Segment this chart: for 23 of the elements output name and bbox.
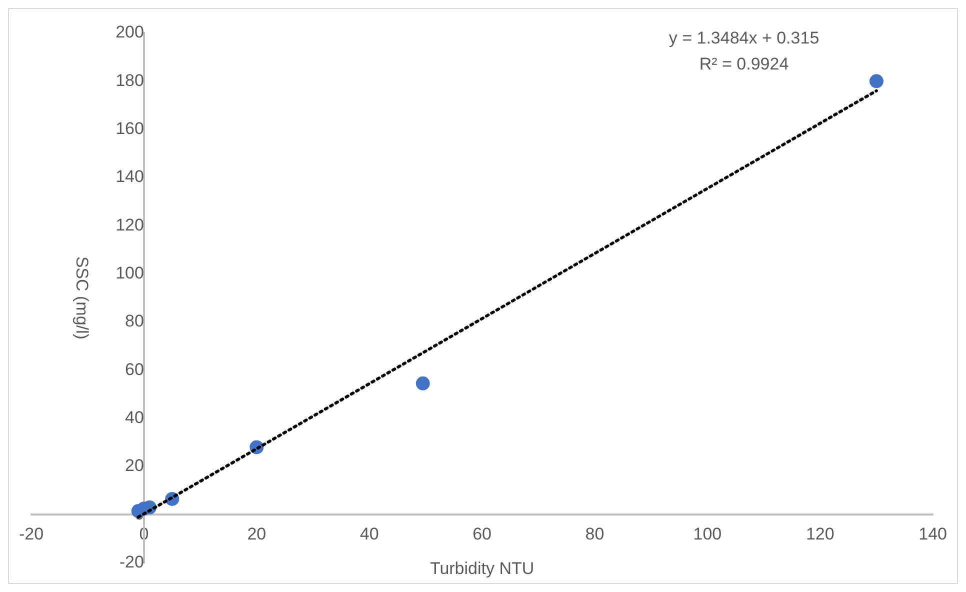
y-tick-label: 120 bbox=[116, 215, 144, 234]
y-tick-label: 60 bbox=[125, 360, 144, 379]
annotation: R² = 0.9924 bbox=[699, 54, 789, 74]
y-tick-label: 20 bbox=[125, 456, 144, 476]
x-tick-label: 60 bbox=[472, 524, 492, 544]
y-tick-label: -20 bbox=[119, 552, 144, 572]
x-tick-label: 140 bbox=[918, 524, 948, 544]
y-tick-label: 180 bbox=[116, 70, 144, 90]
y-tick-label: 140 bbox=[116, 167, 144, 186]
y-axis-title: SSC (mg/l) bbox=[72, 256, 92, 340]
x-tick-label: 40 bbox=[360, 524, 379, 544]
y-tick-label: 100 bbox=[116, 264, 144, 283]
y-tick-label: 80 bbox=[125, 312, 144, 331]
annotation: y = 1.3484x + 0.315 bbox=[668, 28, 820, 48]
x-axis-title: Turbidity NTU bbox=[430, 558, 534, 578]
y-tick-label: 40 bbox=[125, 408, 144, 427]
x-tick-label: -20 bbox=[18, 524, 44, 544]
y-tick-label: 200 bbox=[116, 22, 144, 42]
x-tick-label: 120 bbox=[806, 524, 834, 544]
y-tick-label: 160 bbox=[116, 119, 144, 138]
x-tick-label: 20 bbox=[247, 524, 266, 544]
x-tick-label: 100 bbox=[693, 524, 722, 544]
x-tick-label: 80 bbox=[585, 524, 604, 544]
